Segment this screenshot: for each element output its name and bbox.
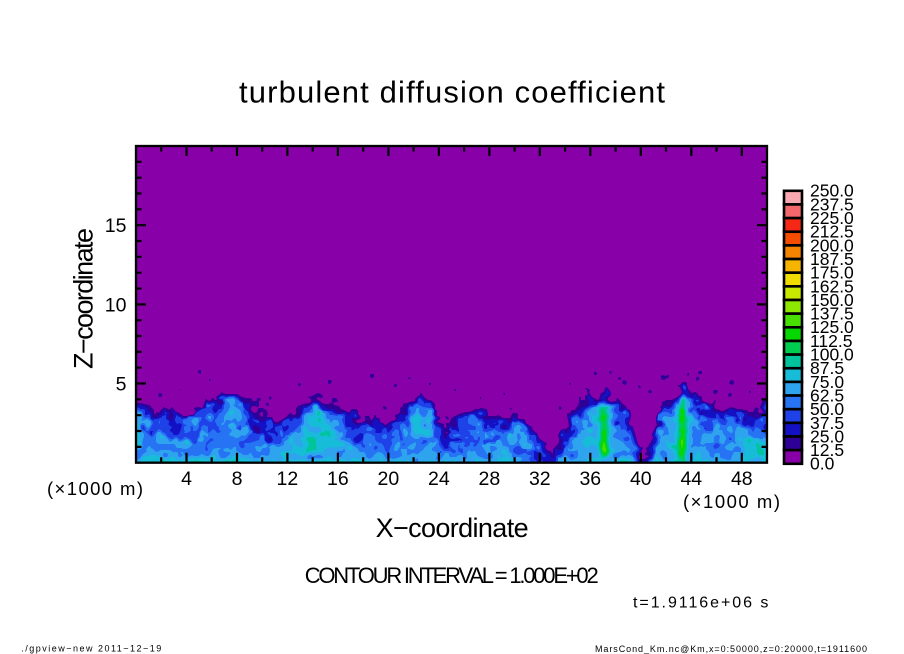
svg-text:37.5: 37.5 xyxy=(810,413,844,433)
svg-text:MarsCond_Km.nc@Km,x=0:50000,z=: MarsCond_Km.nc@Km,x=0:50000,z=0:20000,t=… xyxy=(595,644,867,654)
svg-text:4: 4 xyxy=(181,468,192,490)
svg-text:25.0: 25.0 xyxy=(810,426,844,446)
svg-text:turbulent diffusion coeffici: turbulent diffusion coefficient xyxy=(239,75,665,110)
svg-text:44: 44 xyxy=(680,468,702,490)
svg-text:62.5: 62.5 xyxy=(810,385,844,405)
svg-text:12: 12 xyxy=(277,468,299,490)
svg-text:20: 20 xyxy=(378,468,400,490)
svg-text:(×1000 m): (×1000 m) xyxy=(47,478,143,499)
svg-text:15: 15 xyxy=(105,215,127,237)
svg-text:24: 24 xyxy=(428,468,450,490)
svg-text:175.0: 175.0 xyxy=(810,263,854,283)
svg-text:0.0: 0.0 xyxy=(810,454,835,474)
svg-text:237.5: 237.5 xyxy=(810,194,854,214)
svg-text:32: 32 xyxy=(529,468,551,490)
svg-text:t=1.9116e+06 s: t=1.9116e+06 s xyxy=(633,595,768,612)
svg-text:36: 36 xyxy=(579,468,601,490)
svg-text:150.0: 150.0 xyxy=(810,290,854,310)
svg-text:212.5: 212.5 xyxy=(810,222,854,242)
svg-text:50.0: 50.0 xyxy=(810,399,844,419)
svg-text:./gpview−new 2011−12−19: ./gpview−new 2011−12−19 xyxy=(21,644,161,654)
svg-text:100.0: 100.0 xyxy=(810,345,854,365)
svg-text:(×1000 m): (×1000 m) xyxy=(683,491,780,512)
svg-text:8: 8 xyxy=(232,468,243,490)
svg-text:16: 16 xyxy=(327,468,349,490)
svg-text:10: 10 xyxy=(105,294,127,316)
svg-text:12.5: 12.5 xyxy=(810,440,844,460)
svg-text:40: 40 xyxy=(630,468,652,490)
svg-text:125.0: 125.0 xyxy=(810,317,854,337)
svg-text:Z−coordinate: Z−coordinate xyxy=(69,228,99,369)
svg-text:X−coordinate: X−coordinate xyxy=(376,513,529,543)
svg-text:187.5: 187.5 xyxy=(810,249,854,269)
svg-text:250.0: 250.0 xyxy=(810,181,854,201)
svg-text:5: 5 xyxy=(116,374,127,396)
svg-text:200.0: 200.0 xyxy=(810,235,854,255)
svg-text:75.0: 75.0 xyxy=(810,372,844,392)
svg-text:CONTOUR INTERVAL = 1.000E+02: CONTOUR INTERVAL = 1.000E+02 xyxy=(305,563,599,588)
svg-text:137.5: 137.5 xyxy=(810,304,854,324)
svg-text:162.5: 162.5 xyxy=(810,276,854,296)
svg-text:48: 48 xyxy=(731,468,753,490)
svg-text:225.0: 225.0 xyxy=(810,208,854,228)
svg-text:28: 28 xyxy=(479,468,501,490)
svg-text:87.5: 87.5 xyxy=(810,358,844,378)
svg-text:112.5: 112.5 xyxy=(810,331,853,351)
